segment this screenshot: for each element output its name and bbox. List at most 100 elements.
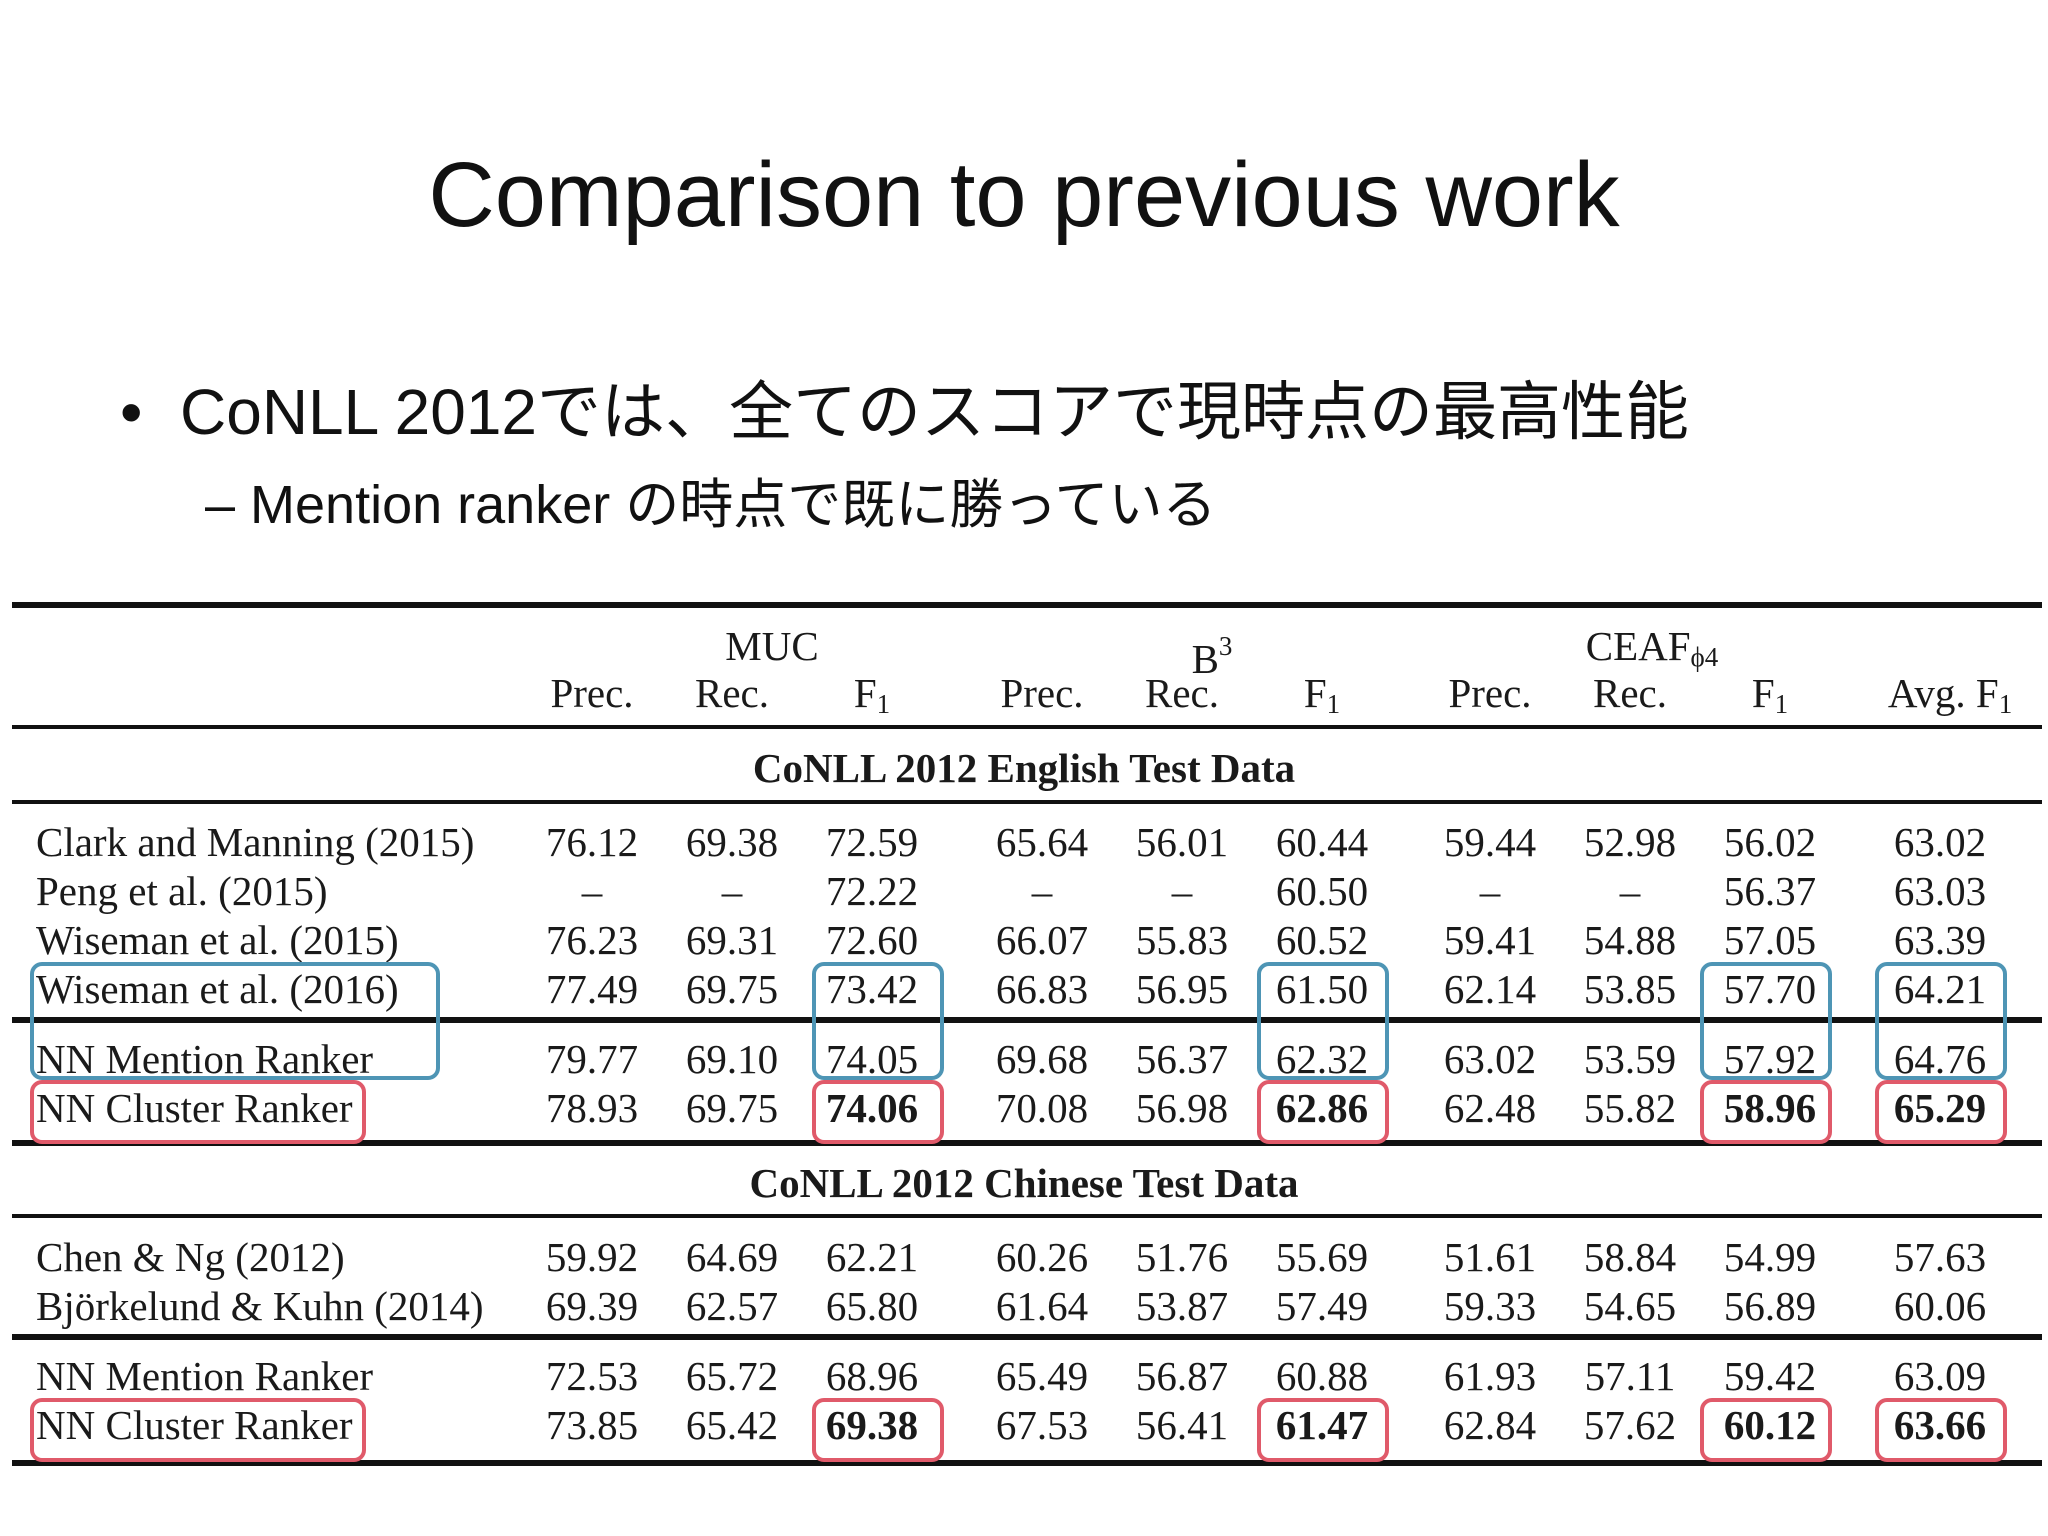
cell-ceaf-rec: 58.84 <box>1583 1234 1677 1280</box>
highlight-box-chinese-best-muc-f1 <box>812 1398 944 1462</box>
cell-ceaf-f1: 56.89 <box>1723 1283 1817 1329</box>
cell-muc-f1: 72.60 <box>825 917 919 963</box>
bullet-point: • CoNLL 2012では、全てのスコアで現時点の最高性能 <box>120 372 1689 452</box>
cell-b3-f1: 61.50 <box>1275 966 1369 1012</box>
cell-ceaf-rec: 57.11 <box>1584 1353 1676 1399</box>
cell-avg-f1: 60.06 <box>1893 1283 1987 1329</box>
cell-b3-f1: 60.44 <box>1275 819 1369 865</box>
cell-avg-f1: 63.39 <box>1893 917 1987 963</box>
cell-ceaf-prec: 51.61 <box>1443 1234 1537 1280</box>
cell-muc-prec: 76.12 <box>545 819 639 865</box>
cell-ceaf-prec: 62.14 <box>1443 966 1537 1012</box>
cell-muc-rec: 65.42 <box>685 1402 779 1448</box>
cell-b3-rec: 56.37 <box>1135 1036 1229 1082</box>
cell-ceaf-rec: 55.82 <box>1583 1085 1677 1131</box>
row-label: Wiseman et al. (2016) <box>36 966 399 1012</box>
cell-b3-rec: 55.83 <box>1135 917 1229 963</box>
block-rule <box>12 1017 2042 1023</box>
group-header-b3: B3 <box>1191 631 1233 682</box>
cell-ceaf-prec: 62.84 <box>1443 1402 1537 1448</box>
cell-muc-f1: 73.42 <box>825 966 919 1012</box>
cell-muc-prec: 76.23 <box>545 917 639 963</box>
section-title: CoNLL 2012 Chinese Test Data <box>749 1160 1299 1206</box>
cell-ceaf-rec: 54.65 <box>1583 1283 1677 1329</box>
cell-ceaf-f1: 56.37 <box>1723 868 1817 914</box>
highlight-box-chinese-best-label <box>30 1398 366 1462</box>
cell-ceaf-f1: 57.70 <box>1723 966 1817 1012</box>
slide-title: Comparison to previous work <box>428 144 1620 246</box>
cell-ceaf-rec: 57.62 <box>1583 1402 1677 1448</box>
cell-b3-rec: 53.87 <box>1135 1283 1229 1329</box>
header-rule <box>12 725 2042 729</box>
cell-avg-f1: 64.21 <box>1893 966 1987 1012</box>
sub-bullet-text: – Mention ranker の時点で既に勝っている <box>205 475 1217 535</box>
section-title: CoNLL 2012 English Test Data <box>752 745 1296 791</box>
cell-avg-f1: 63.02 <box>1893 819 1987 865</box>
cell-ceaf-f1: 58.96 <box>1723 1085 1817 1131</box>
cell-muc-prec: 59.92 <box>545 1234 639 1280</box>
cell-avg-f1: 65.29 <box>1893 1085 1987 1131</box>
column-header-avg-f1: Avg. F1 <box>1887 670 2013 719</box>
highlight-box-previous-best-muc-f1 <box>812 962 944 1080</box>
cell-b3-rec: 56.01 <box>1135 819 1229 865</box>
column-header-ceaf-rec: Rec. <box>1593 670 1667 716</box>
cell-avg-f1: 64.76 <box>1893 1036 1987 1082</box>
row-label: Wiseman et al. (2015) <box>36 917 399 963</box>
cell-muc-f1: 65.80 <box>825 1283 919 1329</box>
table-bottom-rule <box>12 1460 2042 1466</box>
cell-b3-f1: 62.32 <box>1275 1036 1369 1082</box>
cell-b3-prec: 61.64 <box>995 1283 1089 1329</box>
cell-muc-prec: 69.39 <box>545 1283 639 1329</box>
cell-muc-f1: 72.59 <box>825 819 919 865</box>
highlight-box-new-best-ceaf-f1 <box>1700 1080 1832 1144</box>
highlight-box-new-best-b3-f1 <box>1257 1080 1389 1144</box>
cell-muc-rec: 62.57 <box>685 1283 779 1329</box>
cell-b3-rec: 56.41 <box>1135 1402 1229 1448</box>
column-header-b3-prec: Prec. <box>1000 670 1084 716</box>
cell-ceaf-prec: 59.44 <box>1443 819 1537 865</box>
cell-b3-rec: – <box>1171 868 1193 914</box>
cell-ceaf-f1: 57.05 <box>1723 917 1817 963</box>
cell-muc-f1: 72.22 <box>825 868 919 914</box>
cell-b3-prec: 65.64 <box>995 819 1089 865</box>
cell-muc-rec: 69.10 <box>685 1036 779 1082</box>
cell-avg-f1: 63.66 <box>1893 1402 1987 1448</box>
cell-b3-prec: 65.49 <box>995 1353 1089 1399</box>
row-label: NN Cluster Ranker <box>36 1085 353 1131</box>
cell-b3-f1: 60.52 <box>1275 917 1369 963</box>
highlight-box-previous-best-ceaf-f1 <box>1700 962 1832 1080</box>
column-header-muc-prec: Prec. <box>550 670 634 716</box>
cell-muc-f1: 74.06 <box>825 1085 919 1131</box>
row-label: Peng et al. (2015) <box>36 868 328 914</box>
cell-ceaf-f1: 54.99 <box>1723 1234 1817 1280</box>
cell-b3-f1: 57.49 <box>1275 1283 1369 1329</box>
highlight-box-previous-best-label <box>30 962 440 1080</box>
cell-b3-rec: 56.87 <box>1135 1353 1229 1399</box>
highlight-box-new-best-label <box>30 1080 366 1144</box>
cell-muc-prec: – <box>581 868 603 914</box>
cell-ceaf-prec: – <box>1479 868 1501 914</box>
cell-b3-prec: – <box>1031 868 1053 914</box>
cell-ceaf-rec: 53.85 <box>1583 966 1677 1012</box>
cell-ceaf-prec: 59.33 <box>1443 1283 1537 1329</box>
cell-ceaf-f1: 56.02 <box>1723 819 1817 865</box>
row-label: Clark and Manning (2015) <box>36 819 475 865</box>
cell-avg-f1: 63.09 <box>1893 1353 1987 1399</box>
cell-b3-prec: 70.08 <box>995 1085 1089 1131</box>
cell-ceaf-prec: 61.93 <box>1443 1353 1537 1399</box>
cell-ceaf-prec: 62.48 <box>1443 1085 1537 1131</box>
cell-b3-rec: 56.95 <box>1135 966 1229 1012</box>
highlight-box-previous-best-b3-f1 <box>1257 962 1389 1080</box>
cell-b3-prec: 66.07 <box>995 917 1089 963</box>
highlight-box-chinese-best-b3-f1 <box>1257 1398 1389 1462</box>
block-rule <box>12 1334 2042 1340</box>
cell-avg-f1: 63.03 <box>1893 868 1987 914</box>
cell-b3-f1: 62.86 <box>1275 1085 1369 1131</box>
cell-b3-f1: 60.50 <box>1275 868 1369 914</box>
column-header-muc-f1: F1 <box>853 670 891 719</box>
cell-b3-prec: 66.83 <box>995 966 1089 1012</box>
cell-b3-f1: 61.47 <box>1275 1402 1369 1448</box>
column-header-b3-rec: Rec. <box>1145 670 1219 716</box>
cell-b3-prec: 60.26 <box>995 1234 1089 1280</box>
cell-ceaf-f1: 57.92 <box>1723 1036 1817 1082</box>
